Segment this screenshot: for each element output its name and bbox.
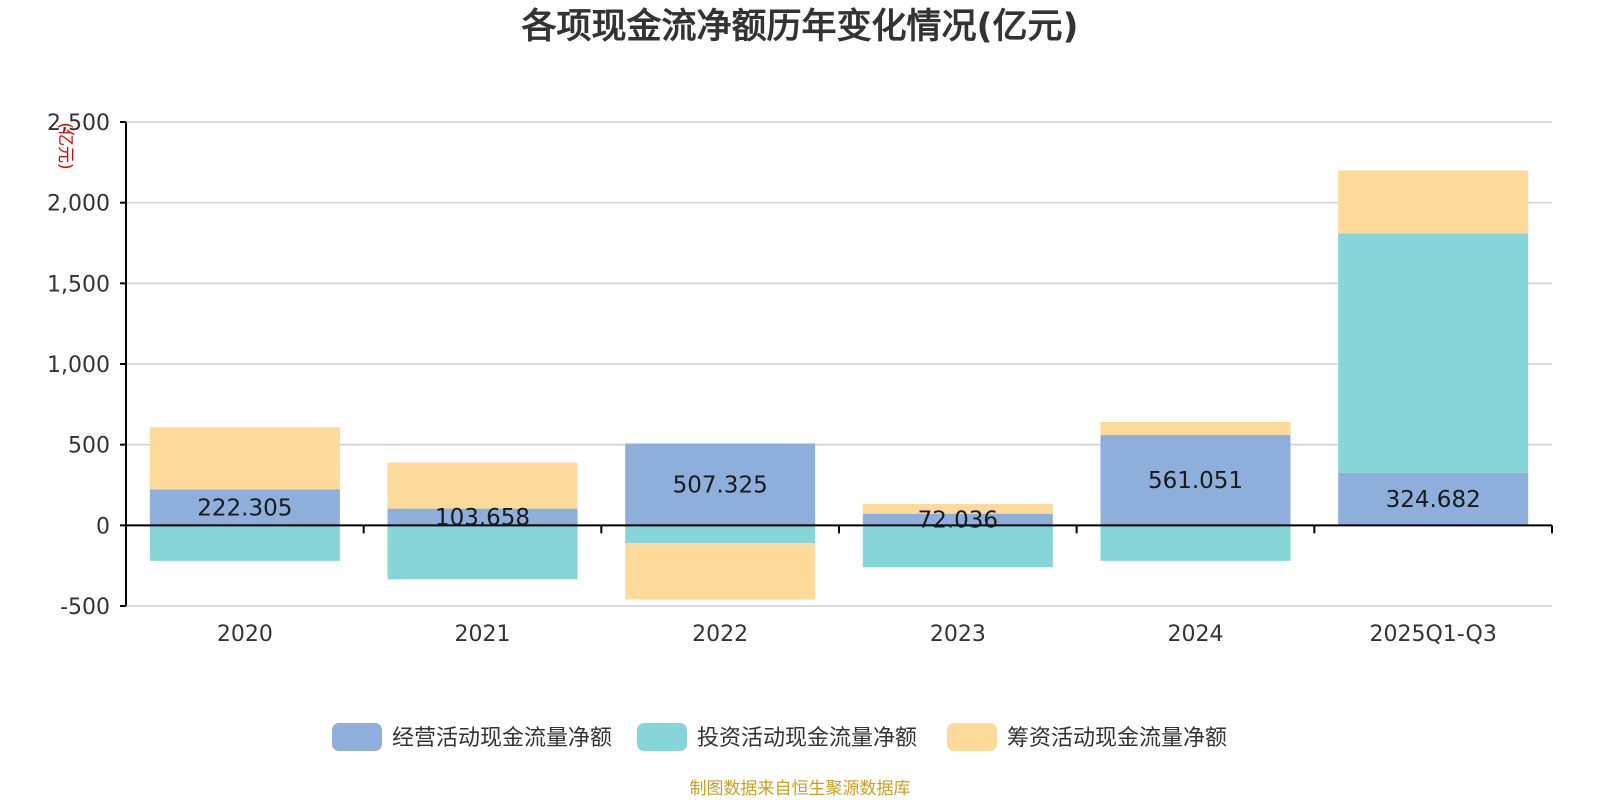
bar-segment-1 <box>625 443 816 526</box>
x-tick-label: 2020 <box>217 622 273 647</box>
bar-segment-1 <box>149 489 340 526</box>
legend-label: 筹资活动现金流量净额 <box>1007 726 1227 751</box>
bar-segment-2 <box>1338 233 1529 473</box>
y-axis-unit-label: (亿元) <box>55 122 75 169</box>
bar-segment-3 <box>625 543 816 600</box>
x-tick-label: 2024 <box>1168 622 1224 647</box>
legend-swatch <box>332 723 382 751</box>
bar-segment-3 <box>387 462 578 509</box>
y-tick-label: 2,000 <box>47 192 110 217</box>
y-tick-label: 0 <box>96 514 110 539</box>
bar-segment-1 <box>1338 472 1529 526</box>
data-label: 72.036 <box>918 508 998 534</box>
x-tick-label: 2025Q1-Q3 <box>1369 622 1496 647</box>
data-labels: 222.305 103.658 507.325 72.036 561.051 324.68… <box>197 468 1480 533</box>
bar-segment-2 <box>387 525 578 580</box>
bar-segment-2 <box>1100 525 1291 561</box>
data-label: 324.682 <box>1386 487 1481 513</box>
y-tick-label: 500 <box>68 434 110 459</box>
chart-title: 各项现金流净额历年变化情况(亿元) <box>521 6 1079 47</box>
bar-segment-1 <box>1100 434 1291 526</box>
bars <box>149 170 1529 600</box>
data-label: 561.051 <box>1148 468 1243 494</box>
data-label: 222.305 <box>197 495 292 521</box>
legend-swatch <box>637 723 687 751</box>
bar-segment-1 <box>862 513 1053 526</box>
footer-source: 制图数据来自恒生聚源数据库 <box>690 779 911 799</box>
y-tick-label: -500 <box>60 595 110 620</box>
y-tick-label: 2,500 <box>47 111 110 136</box>
bar-segment-2 <box>149 525 340 561</box>
bar-segment-3 <box>1338 170 1529 234</box>
x-tick-label: 2021 <box>455 622 511 647</box>
legend-swatch <box>947 723 997 751</box>
bar-segment-3 <box>1100 421 1291 435</box>
axes: -500 0 500 1,000 1,500 2,000 2,500 2020 2021 2022… <box>47 111 1553 647</box>
x-tick-label: 2022 <box>692 622 748 647</box>
bar-segment-1 <box>387 508 578 526</box>
x-tick-label: 2023 <box>930 622 986 647</box>
data-label: 103.658 <box>435 505 530 531</box>
bar-segment-3 <box>149 427 340 490</box>
legend: 经营活动现金流量净额 投资活动现金流量净额 筹资活动现金流量净额 <box>332 723 1227 751</box>
bar-segment-2 <box>862 525 1053 568</box>
grid-lines <box>126 121 1552 607</box>
y-tick-label: 1,000 <box>47 353 110 378</box>
data-label: 507.325 <box>673 472 768 498</box>
legend-label: 经营活动现金流量净额 <box>392 726 612 751</box>
legend-label: 投资活动现金流量净额 <box>697 726 917 751</box>
bar-segment-2 <box>625 525 816 544</box>
bar-segment-3 <box>862 504 1053 514</box>
y-tick-label: 1,500 <box>47 272 110 297</box>
